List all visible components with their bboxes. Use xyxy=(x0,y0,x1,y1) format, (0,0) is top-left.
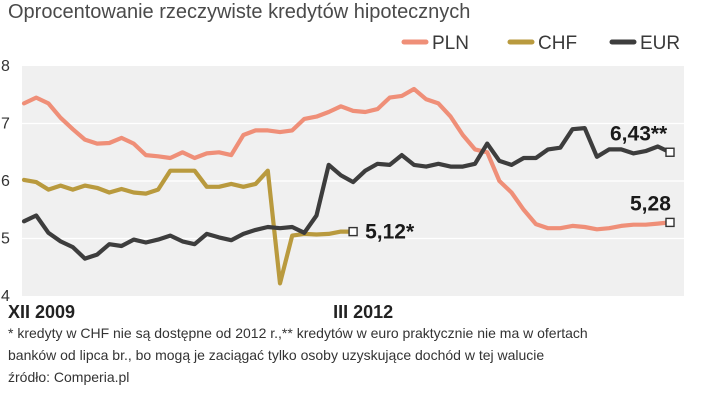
footnote-1: * kredyty w CHF nie są dostępne od 2012 … xyxy=(8,325,588,341)
x-tick-label: III 2012 xyxy=(333,302,393,322)
y-tick-label: 5 xyxy=(1,231,10,248)
end-marker-pln xyxy=(665,217,675,228)
end-marker-eur xyxy=(665,147,675,157)
legend-label-pln: PLN xyxy=(432,33,469,54)
end-label-chf: 5,12* xyxy=(365,221,415,244)
y-tick-label: 7 xyxy=(1,116,10,133)
footnotes: * kredyty w CHF nie są dostępne od 2012 … xyxy=(8,325,588,385)
y-tick-label: 6 xyxy=(1,173,10,190)
series-line-eur xyxy=(21,126,673,261)
legend: PLN CHF EUR xyxy=(401,33,680,54)
series-line-chf xyxy=(21,168,356,286)
x-tick-label: XII 2009 xyxy=(8,302,75,322)
chart-title: Oprocentowanie rzeczywiste kredytów hipo… xyxy=(8,1,470,23)
footnote-3: źródło: Comperia.pl xyxy=(8,369,129,385)
y-axis: 4 5 6 7 8 xyxy=(1,58,10,305)
end-label-pln: 5,28 xyxy=(630,192,671,215)
legend-label-chf: CHF xyxy=(538,33,577,54)
end-markers: 5,28 5,12* 6,43** xyxy=(348,122,675,244)
y-tick-label: 4 xyxy=(1,288,10,305)
x-axis: XII 2009 III 2012 xyxy=(8,302,393,322)
end-label-eur: 6,43** xyxy=(610,122,668,145)
legend-label-eur: EUR xyxy=(640,33,680,54)
footnote-2: banków od lipca br., bo mogą je zaciągać… xyxy=(8,347,544,363)
series-line-pln xyxy=(21,86,673,232)
end-marker-chf xyxy=(348,226,358,237)
y-tick-label: 8 xyxy=(1,58,10,75)
series-lines xyxy=(21,86,673,286)
